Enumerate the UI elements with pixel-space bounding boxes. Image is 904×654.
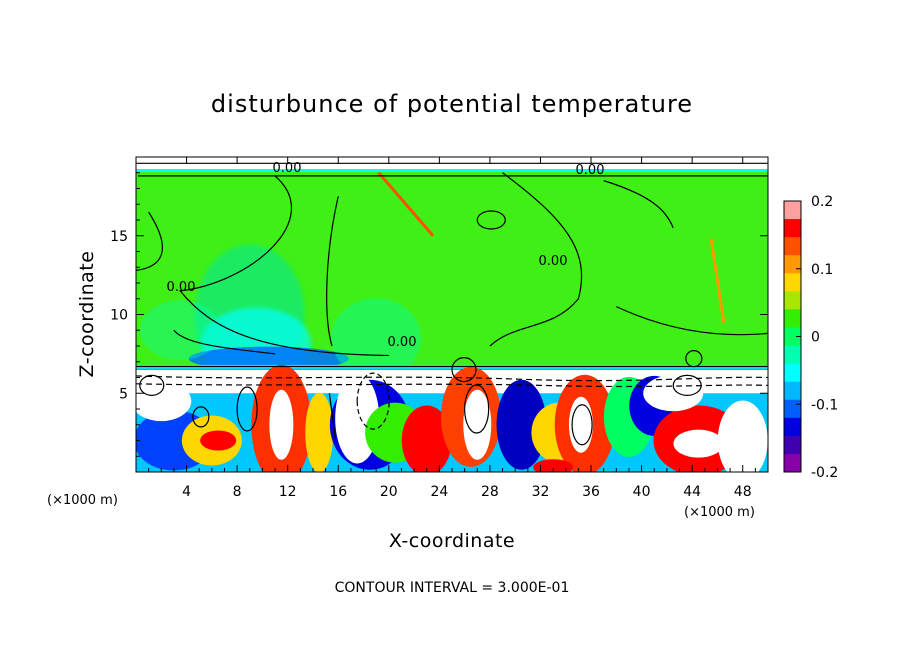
contour-line-15 xyxy=(464,384,490,434)
field-anomaly-15 xyxy=(305,392,334,472)
contour-lines xyxy=(136,162,768,446)
x-tick-label: 32 xyxy=(532,484,550,500)
contour-line-12 xyxy=(616,306,768,336)
colorbar-swatch xyxy=(784,453,801,473)
field-anomaly-14 xyxy=(269,389,294,460)
field-anomalies xyxy=(136,157,768,472)
contour-interval-text: CONTOUR INTERVAL = 3.000E-01 xyxy=(335,580,570,596)
field-anomaly-5 xyxy=(140,300,221,361)
colorbar-tick-label: 0.1 xyxy=(811,262,833,278)
contour-label: 0.00 xyxy=(388,335,417,350)
x-tick-label: 20 xyxy=(380,484,398,500)
colorbar-swatch xyxy=(784,381,801,401)
colorbar-tick-label: 0.2 xyxy=(811,194,833,210)
contour-line-17 xyxy=(192,406,210,428)
colorbar-swatch xyxy=(784,417,801,437)
field-anomaly-35 xyxy=(136,169,768,172)
x-unit-right: (×1000 m) xyxy=(684,505,755,520)
x-axis-title: X-coordinate xyxy=(389,530,515,552)
field-anomaly-36 xyxy=(377,171,435,237)
field-anomaly-31 xyxy=(533,459,574,472)
y-tick-label: 10 xyxy=(110,308,128,324)
contour-line-13 xyxy=(356,372,390,430)
x-tick-label: 24 xyxy=(430,484,448,500)
plot-field xyxy=(136,157,768,472)
contour-line-20 xyxy=(451,357,477,383)
x-unit-left: (×1000 m) xyxy=(47,493,118,508)
field-anomaly-30 xyxy=(717,400,768,472)
x-tick-label: 48 xyxy=(734,484,752,500)
field-anomaly-37 xyxy=(709,238,726,323)
x-tick-label: 12 xyxy=(279,484,297,500)
contour-line-5 xyxy=(136,211,163,271)
contour-line-19 xyxy=(672,374,702,396)
colorbar-swatch xyxy=(784,237,801,256)
field-anomaly-3 xyxy=(188,346,349,371)
contour-line-8 xyxy=(489,172,583,347)
colorbar-tick-label: -0.1 xyxy=(811,397,838,413)
colorbar-swatch xyxy=(784,363,801,383)
colorbar-swatch xyxy=(784,201,801,220)
colorbar-tick-label: 0 xyxy=(811,330,820,346)
y-axis-title: Z-coordinate xyxy=(76,251,98,378)
contour-line-7 xyxy=(326,196,339,347)
x-axis-ticks: 4 8 12 16 20 24 28 32 36 40 44 48 xyxy=(148,157,756,500)
field-anomaly-33 xyxy=(643,375,704,412)
x-tick-label: 36 xyxy=(582,484,600,500)
contour-label: 0.00 xyxy=(273,161,302,176)
field-anomaly-21 xyxy=(463,389,492,460)
colorbar-swatch xyxy=(784,345,801,365)
colorbar-tick-label: -0.2 xyxy=(811,465,838,481)
colorbar-swatch xyxy=(784,219,801,238)
x-tick-label: 44 xyxy=(683,484,701,500)
colorbar-swatch xyxy=(784,309,801,328)
colorbar-swatch xyxy=(784,291,801,310)
contour-line-18 xyxy=(139,374,165,396)
contour-line-21 xyxy=(685,350,703,368)
x-tick-label: 28 xyxy=(481,484,499,500)
contour-line-6 xyxy=(179,175,389,357)
field-anomaly-22 xyxy=(496,379,547,470)
contour-line-10 xyxy=(476,210,506,230)
contour-line-14 xyxy=(236,386,258,432)
colorbar-swatch xyxy=(784,255,801,274)
contour-line-2 xyxy=(136,383,768,388)
colorbar-ticks: 0.2 0.1 0 -0.1 -0.2 xyxy=(796,194,838,481)
contour-line-22 xyxy=(328,393,337,441)
contour-label: 0.00 xyxy=(576,163,605,178)
colorbar-swatch xyxy=(784,273,801,292)
x-tick-label: 8 xyxy=(233,484,242,500)
x-tick-label: 40 xyxy=(633,484,651,500)
x-tick-label: 16 xyxy=(329,484,347,500)
field-anomaly-19 xyxy=(401,405,452,472)
chart-title: disturbunce of potential temperature xyxy=(211,90,693,118)
contour-label: 0.00 xyxy=(539,254,568,269)
field-anomaly-32 xyxy=(136,381,192,422)
y-axis-ticks: 5 10 15 xyxy=(110,172,768,457)
colorbar xyxy=(783,200,802,473)
field-anomaly-29 xyxy=(673,429,724,458)
contour-labels: 0.00 0.00 0.00 0.00 0.00 xyxy=(167,161,605,350)
x-tick-label: 4 xyxy=(182,484,191,500)
contour-line-9 xyxy=(603,180,674,229)
colorbar-swatch xyxy=(784,399,801,419)
contour-label: 0.00 xyxy=(167,280,196,295)
contour-line-16 xyxy=(571,404,593,446)
field-anomaly-12 xyxy=(200,430,237,451)
colorbar-swatch xyxy=(784,435,801,455)
colorbar-swatch xyxy=(784,327,801,347)
y-tick-label: 5 xyxy=(119,386,128,402)
field-anomaly-4 xyxy=(331,298,422,379)
contour-line-11 xyxy=(173,329,276,355)
y-tick-label: 15 xyxy=(110,229,128,245)
